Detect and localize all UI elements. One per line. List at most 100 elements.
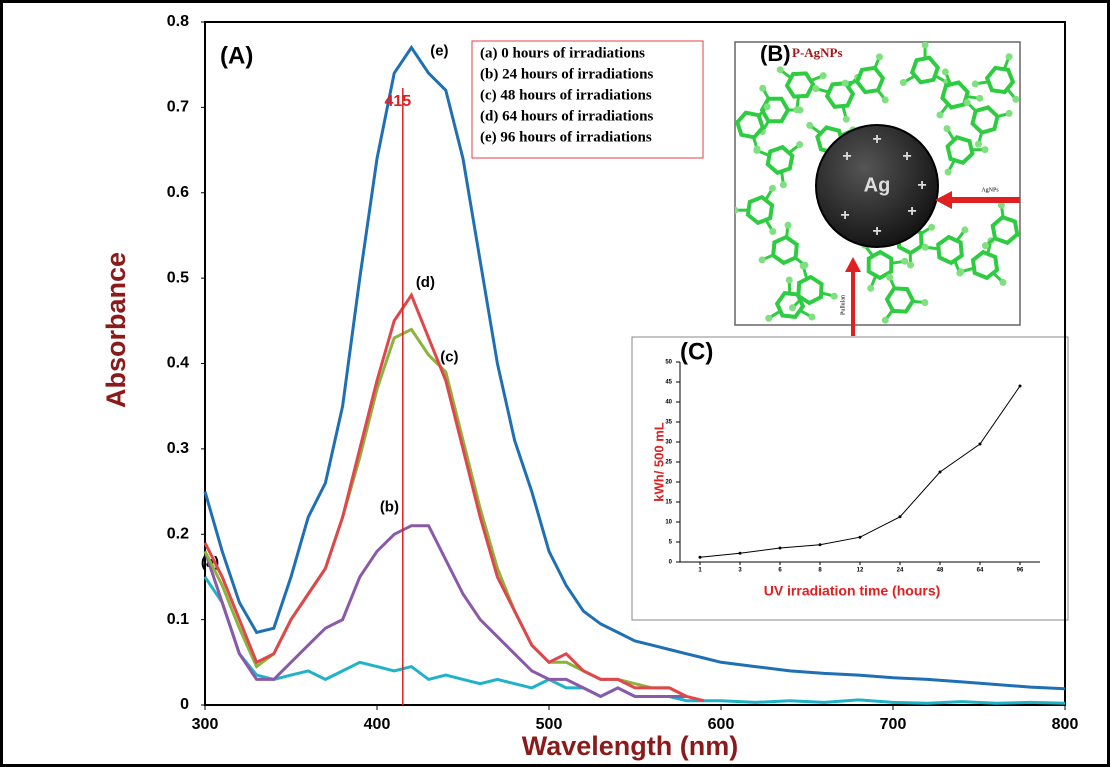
atom — [928, 223, 936, 231]
point — [898, 515, 902, 519]
ring — [759, 96, 791, 124]
legend-entry: (b) 24 hours of irradiations — [480, 66, 654, 82]
atom — [971, 80, 979, 88]
x-tick-label: 3 — [738, 568, 742, 574]
atom — [943, 125, 951, 133]
y-tick-label: 25 — [665, 460, 672, 466]
y-tick-label: 0.2 — [167, 525, 189, 542]
atom — [981, 146, 989, 154]
atom — [793, 106, 801, 114]
x-tick-label: 600 — [708, 716, 735, 733]
atom — [881, 96, 889, 104]
legend-entry: (d) 64 hours of irradiations — [480, 108, 654, 124]
atom — [819, 72, 827, 80]
atom — [975, 140, 983, 148]
x-tick-label: 12 — [857, 568, 864, 574]
chart-title: (C) — [680, 338, 713, 365]
atom — [799, 262, 807, 270]
atom — [841, 79, 849, 87]
bond — [1016, 233, 1020, 238]
y-tick-label: 50 — [665, 360, 672, 366]
atom — [1005, 53, 1013, 61]
atom — [806, 121, 814, 129]
x-tick-label: 48 — [937, 568, 944, 574]
atom — [796, 141, 804, 149]
point — [1018, 384, 1022, 388]
y-tick-label: 0.7 — [167, 99, 189, 116]
atom — [941, 68, 949, 76]
atom — [735, 206, 739, 214]
x-tick-label: 1 — [698, 568, 702, 574]
inset-b: Ag (B) P-AgNPs AgNPs Pullulan — [734, 41, 1021, 336]
ring — [735, 110, 765, 140]
atom — [944, 168, 952, 176]
y-tick-label: 0.8 — [167, 13, 189, 30]
charge: + — [907, 203, 916, 220]
atom — [758, 256, 766, 264]
point — [698, 555, 702, 559]
series-line — [203, 524, 687, 699]
point — [858, 535, 862, 539]
legend-box — [471, 40, 704, 159]
atom — [936, 111, 944, 119]
chart-title: (A) — [220, 42, 253, 69]
atom — [808, 313, 816, 321]
x-tick-label: 400 — [364, 716, 391, 733]
core-label: Ag — [864, 174, 891, 196]
ring — [854, 65, 886, 95]
ring — [984, 65, 1016, 95]
ring — [771, 234, 799, 266]
atom — [921, 42, 929, 49]
y-tick-label: 40 — [665, 400, 672, 406]
atom — [881, 316, 889, 324]
atom — [765, 314, 773, 322]
atom — [963, 99, 971, 107]
atom — [784, 221, 792, 229]
atom — [759, 84, 767, 92]
atom — [763, 103, 771, 111]
y-tick-label: 15 — [665, 500, 672, 506]
atom — [830, 292, 838, 300]
inset-b-title: (B) — [760, 41, 791, 66]
atom — [753, 145, 761, 153]
series-line — [203, 292, 705, 703]
ring — [970, 105, 1000, 135]
charge: + — [902, 148, 911, 165]
atom — [812, 85, 820, 93]
ring — [765, 144, 795, 176]
atom — [769, 227, 777, 235]
y-tick-label: 0.4 — [167, 355, 189, 372]
arrow-label: Pullulan — [840, 295, 846, 315]
y-tick-label: 5 — [669, 540, 673, 546]
x-tick-label: 64 — [977, 568, 984, 574]
curve-label: (e) — [430, 43, 448, 60]
x-tick-label: 24 — [897, 568, 904, 574]
ring — [884, 286, 916, 314]
charge: + — [840, 207, 849, 224]
atom — [901, 257, 909, 265]
atom — [907, 261, 915, 269]
inset-b-label: P-AgNPs — [792, 45, 843, 60]
curve-label: (c) — [440, 348, 458, 365]
arrow-label: AgNPs — [981, 187, 999, 193]
ring — [940, 80, 970, 110]
x-tick-label: 8 — [818, 568, 822, 574]
point — [818, 543, 822, 547]
atom — [957, 268, 965, 276]
y-tick-label: 30 — [665, 440, 672, 446]
x-axis-label: UV irradiation time (hours) — [764, 583, 941, 599]
series-line — [203, 44, 1066, 691]
pullulan-chains — [735, 42, 1020, 324]
atom — [867, 284, 875, 292]
ring — [745, 194, 775, 226]
charge: + — [872, 131, 881, 148]
point — [938, 470, 942, 474]
y-tick-label: 0 — [669, 560, 673, 566]
inset-c-frame — [631, 336, 1069, 621]
atom — [875, 53, 883, 61]
point — [978, 442, 982, 446]
x-tick-label: 800 — [1052, 716, 1079, 733]
charge: + — [872, 223, 881, 240]
